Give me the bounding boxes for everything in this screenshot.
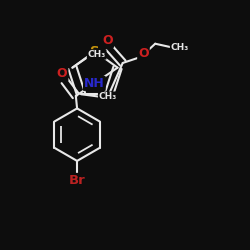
Text: O: O [102,34,113,47]
Text: O: O [57,68,68,80]
Text: Br: Br [69,174,86,187]
Text: NH: NH [84,77,105,90]
Text: S: S [90,45,100,58]
Text: CH₃: CH₃ [99,92,117,101]
Text: CH₃: CH₃ [88,50,106,59]
Text: O: O [138,47,149,60]
Text: CH₃: CH₃ [170,43,189,52]
